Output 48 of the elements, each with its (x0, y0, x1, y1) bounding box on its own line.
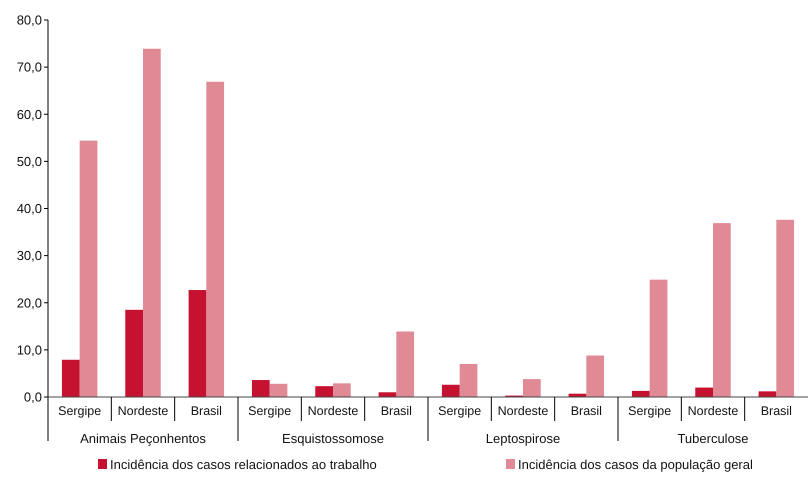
x-tick-label: Nordeste (118, 404, 168, 418)
x-tick-label: Nordeste (308, 404, 358, 418)
bar (80, 140, 98, 397)
text: Leptospirose (486, 431, 560, 446)
x-tick-label: Brasil (570, 404, 602, 418)
bar (252, 380, 270, 397)
bar (568, 394, 586, 397)
bar (758, 391, 776, 397)
bar (396, 331, 414, 397)
y-tick-label: 0,0 (24, 390, 42, 405)
y-tick-label: 60,0 (16, 106, 42, 122)
y-tick-label: 80,0 (16, 12, 42, 28)
bar (206, 82, 224, 397)
bar (315, 386, 333, 397)
bar (333, 383, 351, 397)
x-tick-label: Sergipe (628, 404, 672, 418)
text: Esquistossomose (282, 431, 384, 446)
x-tick-label: Brasil (380, 404, 412, 418)
x-tick-label: Brasil (190, 404, 222, 418)
bar (188, 290, 206, 397)
bar (460, 364, 478, 397)
x-tick-label: Nordeste (688, 404, 738, 418)
bar (270, 384, 288, 397)
x-tick-label: Sergipe (438, 404, 482, 418)
bar (586, 356, 604, 397)
y-tick-label: 30,0 (16, 248, 42, 264)
y-tick-label: 70,0 (16, 60, 42, 75)
bar (695, 388, 713, 397)
bar (442, 384, 460, 397)
y-tick-label: 50,0 (16, 154, 42, 169)
x-tick-label: Nordeste (498, 404, 548, 418)
y-tick-label: 40,0 (16, 201, 42, 216)
bar (62, 360, 80, 397)
bar (125, 310, 143, 397)
bar (143, 48, 161, 397)
x-tick-label: Brasil (760, 404, 792, 418)
x-tick-label: Sergipe (58, 404, 102, 418)
bar (523, 379, 541, 397)
bar (713, 223, 731, 397)
legend-label: Incidência dos casos relacionados ao trabalho (110, 457, 377, 472)
y-tick-label: 20,0 (16, 295, 42, 310)
x-tick-label: Sergipe (248, 404, 292, 418)
text: Animais Peçonhentos (80, 431, 206, 446)
bar (650, 280, 668, 397)
text: Tuberculose (677, 431, 749, 446)
legend-label: Incidência dos casos da população geral (518, 457, 753, 472)
bar (776, 220, 794, 397)
y-tick-label: 10,0 (16, 342, 42, 358)
